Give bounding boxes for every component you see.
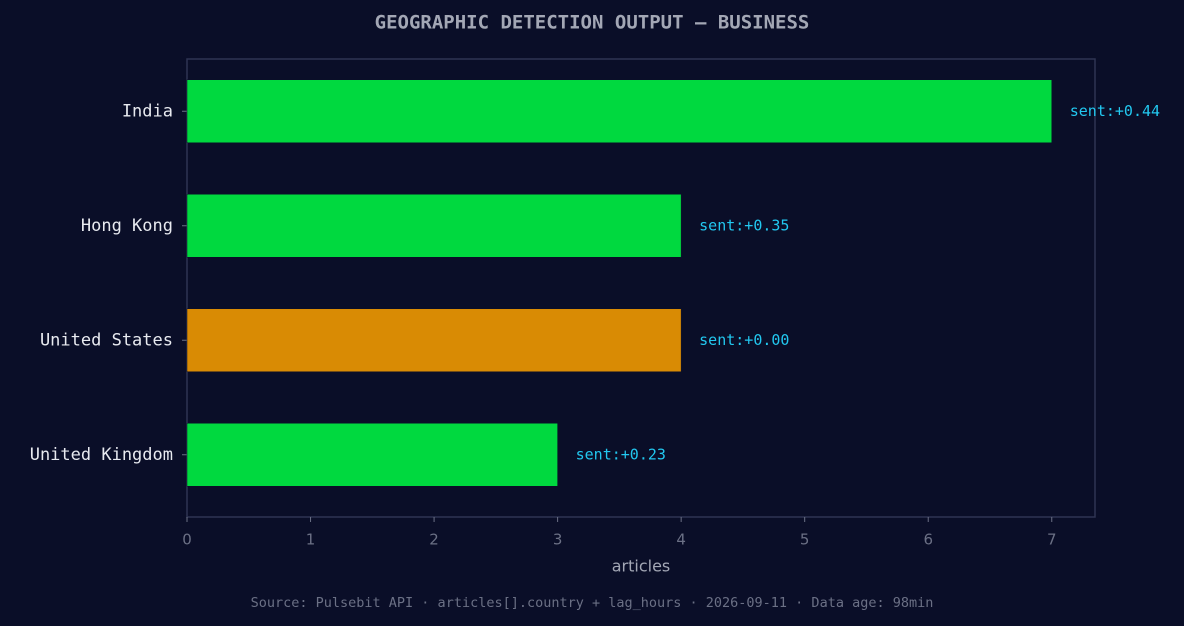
- y-tick-label: Hong Kong: [81, 216, 173, 236]
- bar: [186, 308, 682, 372]
- x-tick-label: 1: [306, 531, 316, 549]
- x-tick-label: 5: [800, 531, 810, 549]
- x-tick-label: 4: [676, 531, 686, 549]
- bar: [186, 194, 682, 258]
- y-tick-label: United States: [40, 330, 173, 350]
- x-tick-label: 3: [553, 531, 563, 549]
- bar: [186, 423, 558, 487]
- x-tick-label: 0: [182, 531, 192, 549]
- y-tick-label: India: [122, 101, 173, 121]
- bar-annotation: sent:+0.00: [699, 331, 789, 349]
- bar-annotation: sent:+0.23: [576, 445, 666, 463]
- chart-title: GEOGRAPHIC DETECTION OUTPUT — BUSINESS: [375, 12, 810, 34]
- y-tick-label: United Kingdom: [30, 445, 173, 465]
- bar-annotation: sent:+0.44: [1070, 102, 1160, 120]
- bar-annotation: sent:+0.35: [699, 216, 789, 234]
- x-tick-label: 7: [1047, 531, 1057, 549]
- bar: [186, 79, 1053, 143]
- x-axis-label: articles: [612, 557, 671, 576]
- x-tick-label: 6: [923, 531, 933, 549]
- plot-frame: [186, 58, 1096, 518]
- x-tick-label: 2: [429, 531, 439, 549]
- footer: Source: Pulsebit API · articles[].countr…: [251, 595, 934, 611]
